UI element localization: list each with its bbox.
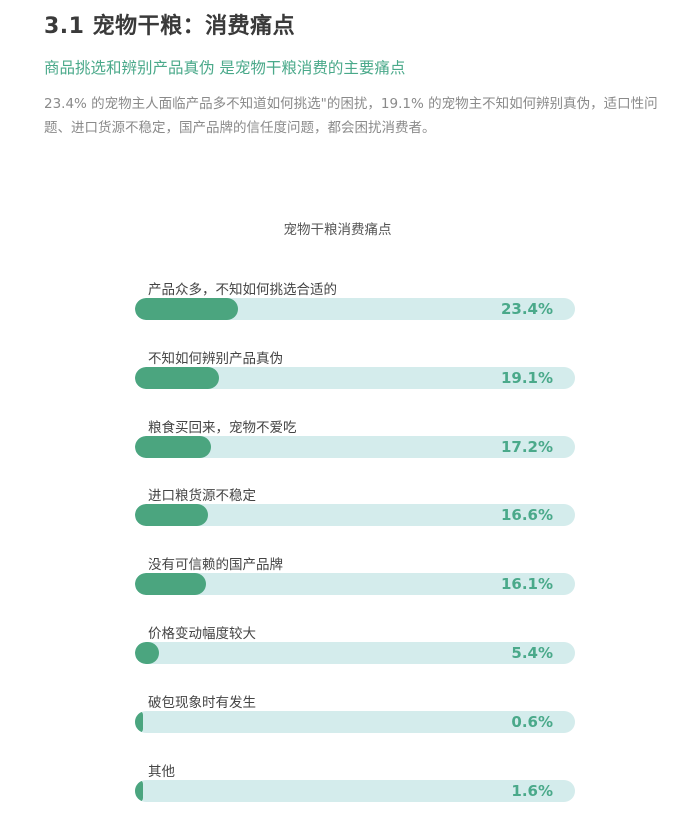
bar-track (135, 504, 575, 527)
bar-track (135, 642, 575, 664)
bar-track (135, 573, 575, 596)
bar-item: 没有可信赖的国产品牌 16.1% (135, 553, 575, 613)
bar-fill (135, 779, 143, 802)
bar-fill (135, 504, 209, 527)
bar-track (135, 298, 575, 320)
bar-item: 破包现象时有发生 0.6% (135, 691, 575, 751)
body-text: 23.4% 的宠物主人面临产品多不知道如何挑选"的困扰，19.1% 的宠物主不知… (44, 96, 658, 136)
bar-value-label: 17.2% (500, 437, 553, 456)
bar-item: 不知如何辨别产品真伪 19.1% (135, 347, 575, 407)
bar-item: 产品众多，不知如何挑选合适的 23.4% (135, 278, 575, 338)
bar-label: 破包现象时有发生 (148, 694, 256, 711)
bar-track (135, 779, 575, 802)
bar-item: 进口粮货源不稳定 16.6% (135, 484, 575, 544)
bar-value-label: 0.6% (511, 712, 553, 731)
bar-track (135, 366, 575, 389)
bar-value-label: 1.6% (511, 781, 553, 800)
bar-value-label: 16.6% (500, 506, 553, 525)
bar-label: 没有可信赖的国产品牌 (148, 557, 283, 574)
chart-title: 宠物干粮消费痛点 (283, 222, 392, 238)
bar-item: 粮食买回来，宠物不爱吃 17.2% (135, 416, 575, 476)
bar-fill (135, 710, 143, 733)
bar-fill (135, 366, 220, 389)
bar-item: 价格变动幅度较大 5.4% (135, 622, 575, 682)
bar-label: 其他 (148, 763, 175, 780)
bar-value-label: 16.1% (500, 575, 553, 594)
bar-fill (135, 573, 206, 596)
bar-track (135, 435, 575, 458)
bar-value-label: 5.4% (511, 644, 553, 662)
bar-label: 粮食买回来，宠物不爱吃 (148, 419, 297, 436)
bar-fill (135, 642, 159, 664)
bar-fill (135, 435, 211, 458)
bar-label: 价格变动幅度较大 (148, 626, 256, 642)
bar-value-label: 19.1% (500, 368, 553, 387)
page-subtitle: 商品挑选和辨别产品真伪 是宠物干粮消费的主要痛点 (44, 59, 406, 77)
page-title: 3.1 宠物干粮：消费痛点 (44, 14, 296, 39)
bar-track (135, 710, 575, 733)
bar-item: 其他 1.6% (135, 760, 575, 820)
bar-value-label: 23.4% (500, 300, 553, 318)
bar-fill (135, 298, 238, 320)
bar-label: 不知如何辨别产品真伪 (148, 350, 283, 367)
bar-label: 产品众多，不知如何挑选合适的 (148, 282, 337, 298)
bar-label: 进口粮货源不稳定 (148, 488, 256, 505)
